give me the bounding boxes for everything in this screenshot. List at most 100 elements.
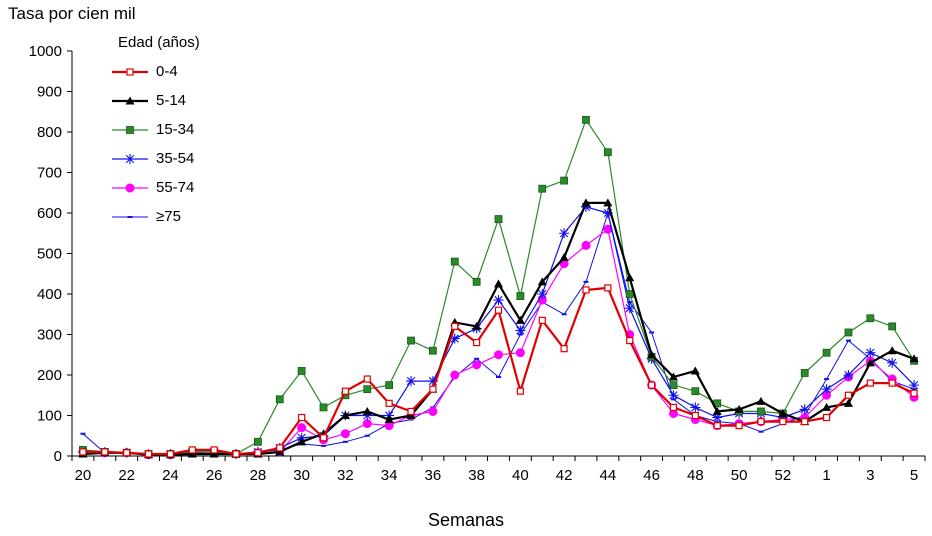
data-point [603,148,612,157]
data-point [254,437,262,446]
x-tick-label: 3 [866,467,874,484]
data-point [341,387,349,395]
data-point [581,240,591,250]
legend-swatch [112,215,148,218]
data-point [603,224,613,234]
data-point [493,295,504,306]
data-point [581,198,591,207]
data-point [472,360,482,370]
data-point [734,404,744,413]
data-point [626,336,634,345]
data-point [627,301,633,304]
data-point [583,280,589,283]
data-point [822,348,831,357]
data-point [515,348,525,358]
data-point [298,413,306,422]
data-point [779,417,787,426]
data-point [559,253,569,262]
data-point [845,339,851,342]
y-tick-label: 800 [37,124,62,141]
x-tick-label: 40 [512,467,529,484]
x-tick-label: 28 [250,467,267,484]
series-1 [79,284,918,458]
data-point [254,449,262,457]
data-point [648,381,656,389]
data-point [865,358,875,367]
data-point [449,333,460,344]
data-point [537,289,548,299]
axes: 0 100 200 300 400 500 600 700 800 900 1000 20 22 24 26… [29,43,926,484]
x-axis-title: Semanas [427,510,505,530]
data-point [516,292,525,300]
data-point [822,413,831,422]
data-point [123,449,131,457]
data-point [560,176,569,185]
series-line [82,201,915,456]
x-tick-label: 52 [774,467,791,484]
legend-label: 0-4 [156,63,178,80]
x-tick-label: 24 [162,467,179,484]
data-point [757,417,765,426]
data-point [319,434,328,442]
data-point [340,411,350,419]
data-point [321,444,327,447]
data-point [188,446,196,454]
data-point [297,367,306,375]
legend-swatch-marker [125,183,135,192]
data-point [691,411,699,420]
data-point [384,415,394,424]
legend-label: 5-14 [156,92,187,109]
data-point [865,347,876,358]
legend-swatch-marker [126,67,134,76]
legend-swatch-marker [126,125,134,134]
y-tick-label: 500 [37,246,62,263]
data-point [822,402,832,411]
data-point [560,345,568,353]
x-tick-label: 22 [118,467,135,484]
data-point [580,201,591,212]
data-point [451,322,459,330]
data-point [515,315,525,324]
data-point [649,331,655,334]
y-tick-label: 100 [37,408,62,425]
data-point [232,450,240,458]
y-tick-label: 1000 [29,43,62,60]
series-2 [78,198,919,459]
legend-entry: 55-74 [108,173,200,202]
x-tick-label: 32 [337,467,354,484]
data-point [450,257,459,266]
data-point [494,215,503,223]
data-point [319,403,328,412]
legend-swatch [112,125,148,134]
data-point [363,385,372,394]
data-point [800,369,809,377]
data-point [474,357,480,360]
x-tick-label: 46 [643,467,660,484]
data-point [824,378,830,381]
data-point [363,375,371,383]
x-tick-label: 44 [600,467,617,484]
y-tick-label: 900 [37,84,62,101]
legend-label: 55-74 [156,179,195,196]
data-point [538,316,546,324]
legend-swatch-marker [127,215,133,218]
data-point [362,419,372,429]
data-point [472,277,481,286]
data-point [757,407,765,416]
data-point [603,198,613,207]
data-point [473,339,481,347]
data-point [712,406,722,415]
legend-swatch-marker [125,153,135,164]
data-point [472,321,482,330]
data-point [364,434,370,437]
legend-swatch [112,67,148,76]
data-point [496,376,501,379]
x-tick-label: 30 [293,467,310,484]
data-point [515,325,526,336]
y-tick-label: 400 [37,286,62,303]
data-point [669,403,678,411]
data-point [910,389,918,397]
data-point [866,379,874,387]
y-axis-title: Tasa por cien mil [8,4,136,23]
